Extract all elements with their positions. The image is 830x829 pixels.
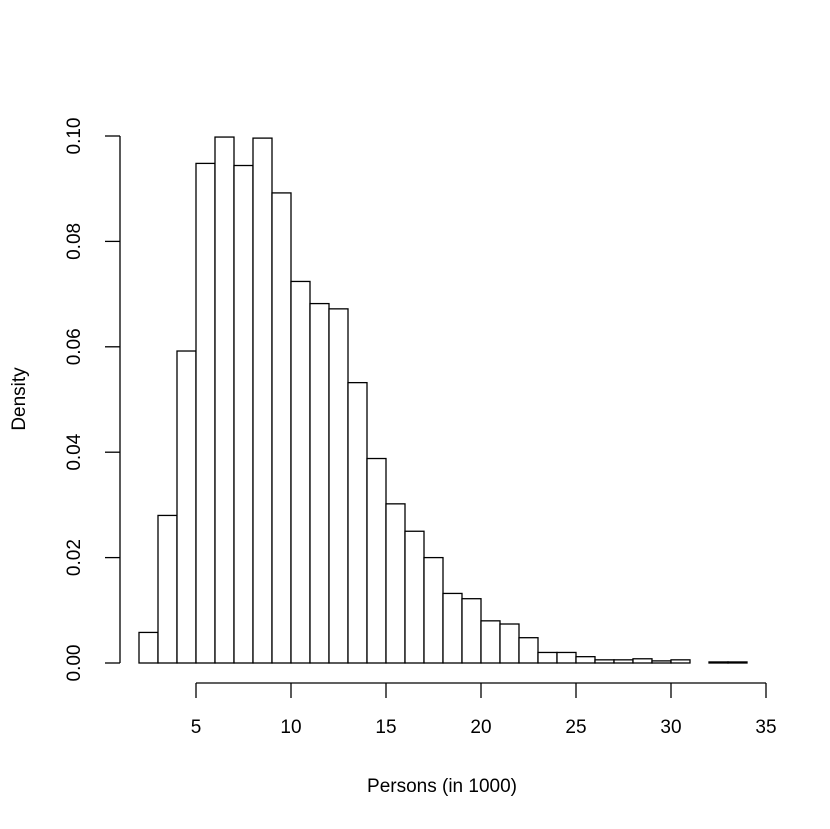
bars-group	[138, 136, 748, 664]
x-tick-label: 15	[375, 717, 396, 738]
y-tick-label: 0.02	[64, 539, 85, 576]
histogram-bar	[537, 651, 558, 664]
y-axis-title: Density	[9, 367, 30, 431]
histogram-bar	[670, 659, 691, 664]
histogram-bar	[252, 137, 273, 664]
x-tick-label: 25	[565, 717, 586, 738]
x-axis-title: Persons (in 1000)	[367, 776, 517, 797]
x-tick-label: 20	[470, 717, 491, 738]
x-tick-label: 5	[191, 717, 202, 738]
y-tick-label: 0.00	[64, 645, 85, 682]
histogram-bar	[632, 658, 653, 664]
y-tick-label: 0.04	[64, 433, 85, 470]
histogram-bar	[499, 623, 520, 664]
histogram-bar	[214, 136, 235, 664]
histogram-bar	[613, 659, 634, 664]
y-tick-label: 0.10	[64, 118, 85, 155]
histogram-bar	[727, 661, 748, 664]
histogram-bar	[404, 530, 425, 664]
histogram-bar	[594, 659, 615, 664]
x-tick-label: 10	[280, 717, 301, 738]
histogram-bar	[366, 457, 387, 664]
histogram-bar	[575, 656, 596, 664]
histogram-bar	[328, 308, 349, 664]
y-tick-label: 0.08	[64, 223, 85, 260]
x-axis: 5 10 15 20 25 30 35	[191, 682, 777, 738]
histogram-bar	[195, 162, 216, 664]
histogram-bar	[651, 660, 672, 664]
histogram-bar	[556, 651, 577, 664]
histogram-bar	[271, 192, 292, 664]
histogram-bar	[442, 592, 463, 664]
histogram-bar	[423, 556, 444, 664]
y-axis: 0.00 0.02 0.04 0.06 0.08 0.10	[64, 118, 121, 682]
histogram-bar	[708, 661, 729, 664]
histogram-bar	[480, 620, 501, 664]
histogram-bar	[309, 302, 330, 664]
x-tick-label: 35	[755, 717, 776, 738]
histogram-bar	[518, 637, 539, 664]
histogram-bar	[385, 503, 406, 664]
histogram-bar	[233, 164, 254, 664]
histogram-bar	[347, 381, 368, 664]
histogram-bar	[176, 350, 197, 664]
histogram-bar	[461, 598, 482, 664]
histogram-bar	[138, 631, 159, 664]
histogram-bar	[290, 280, 311, 664]
histogram-bar	[157, 514, 178, 664]
x-tick-label: 30	[660, 717, 681, 738]
y-tick-label: 0.06	[64, 328, 85, 365]
